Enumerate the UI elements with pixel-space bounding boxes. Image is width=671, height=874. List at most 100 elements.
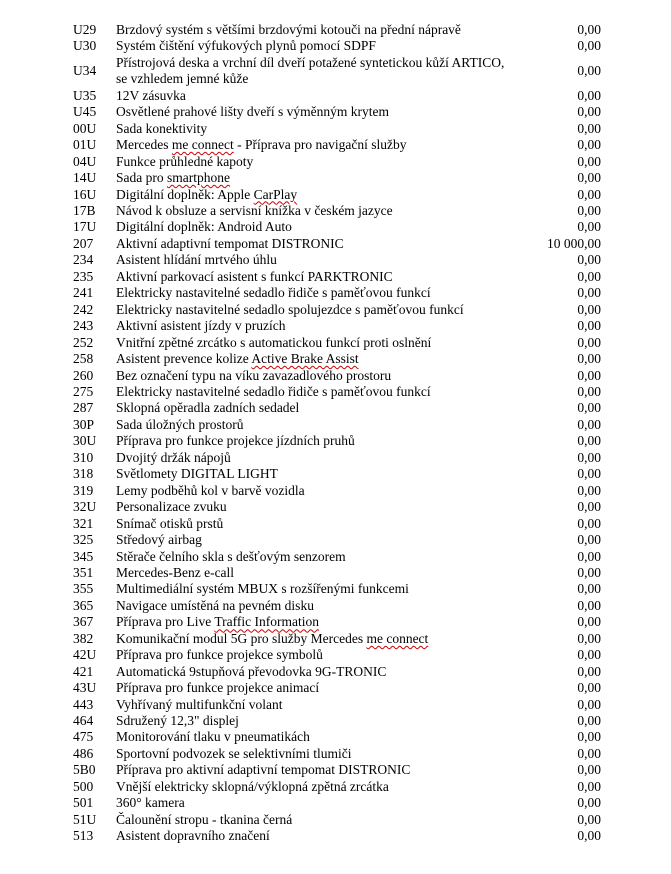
table-row: 325 Středový airbag 0,00 (73, 532, 601, 548)
table-row: U34 Přístrojová deska a vrchní díl dveří … (73, 55, 601, 88)
option-code: 51U (73, 811, 97, 827)
table-row: 351 Mercedes-Benz e-call 0,00 (73, 565, 601, 581)
misspelled-word: smartphone (167, 170, 230, 186)
option-description: Monitorování tlaku v pneumatikách (116, 729, 528, 745)
option-description: Komunikační modul 5G pro služby Mercedes… (116, 631, 528, 647)
option-description: Příprava pro aktivní adaptivní tempomat … (116, 762, 528, 778)
option-code: 42U (73, 647, 97, 663)
option-description: 12V zásuvka (116, 88, 528, 104)
option-code: 43U (73, 680, 97, 696)
description-text: Světlomety DIGITAL LIGHT (116, 466, 278, 482)
option-description: Sportovní podvozek se selektivními tlumi… (116, 746, 528, 762)
table-row: 241 Elektricky nastavitelné sedadlo řidič… (73, 285, 601, 301)
option-price: 0,00 (577, 713, 601, 729)
option-description: Mercedes-Benz e-call (116, 565, 528, 581)
option-code: 14U (73, 170, 97, 186)
misspelled-word: me connect (171, 137, 234, 153)
table-row: 287 Sklopná opěradla zadních sedadel 0,00 (73, 400, 601, 416)
option-description: Lemy podběhů kol v barvě vozidla (116, 483, 528, 499)
option-code: 351 (73, 564, 94, 580)
option-price: 0,00 (577, 564, 601, 580)
option-price: 0,00 (577, 268, 601, 284)
description-text: Automatická 9stupňová převodovka 9G-TRON… (116, 663, 387, 679)
option-price: 10 000,00 (547, 235, 601, 251)
option-code: 486 (73, 745, 94, 761)
option-description: Příprava pro funkce projekce symbolů (116, 647, 528, 663)
table-row: 345 Stěrače čelního skla s dešťovým senzo… (73, 549, 601, 565)
option-code: 513 (73, 828, 94, 844)
misspelled-word: me connect (366, 630, 429, 646)
description-text: Čalounění stropu - tkanina černá (116, 811, 293, 827)
description-text: Asistent dopravního značení (116, 828, 270, 844)
option-description: Asistent hlídání mrtvého úhlu (116, 252, 528, 268)
option-code: 501 (73, 795, 94, 811)
description-text: Digitální doplněk: Android Auto (116, 219, 292, 235)
option-price: 0,00 (577, 449, 601, 465)
option-description: Sada konektivity (116, 121, 528, 137)
option-price: 0,00 (577, 285, 601, 301)
option-code: 17B (73, 202, 96, 218)
option-price: 0,00 (577, 630, 601, 646)
option-description: Systém čištění výfukových plynů pomocí S… (116, 38, 528, 54)
option-price: 0,00 (577, 729, 601, 745)
description-text: Přístrojová deska a vrchní díl dveří pot… (116, 54, 505, 87)
description-text: Brzdový systém s většími brzdovými kotou… (116, 22, 461, 37)
option-description: Sklopná opěradla zadních sedadel (116, 400, 528, 416)
table-row: 17U Digitální doplněk: Android Auto 0,00 (73, 219, 601, 235)
table-row: 252 Vnitřní zpětné zrcátko s automatickou… (73, 335, 601, 351)
table-row: 234 Asistent hlídání mrtvého úhlu 0,00 (73, 252, 601, 268)
option-code: U30 (73, 38, 97, 54)
option-price: 0,00 (577, 614, 601, 630)
table-row: 01U Mercedes me connect - Příprava pro na… (73, 137, 601, 153)
option-description: Stěrače čelního skla s dešťovým senzorem (116, 549, 528, 565)
option-price: 0,00 (577, 581, 601, 597)
option-code: 01U (73, 137, 97, 153)
description-text: Navigace umístěná na pevném disku (116, 597, 314, 613)
description-text: Sportovní podvozek se selektivními tlumi… (116, 745, 352, 761)
option-price: 0,00 (577, 466, 601, 482)
option-price: 0,00 (577, 482, 601, 498)
option-price: 0,00 (577, 762, 601, 778)
description-text: 360° kamera (116, 795, 185, 811)
option-description: Aktivní asistent jízdy v pruzích (116, 318, 528, 334)
option-code: 00U (73, 120, 97, 136)
option-code: 30P (73, 416, 95, 432)
table-row: U29 Brzdový systém s většími brzdovými ko… (73, 22, 601, 38)
table-row: 32U Personalizace zvuku 0,00 (73, 499, 601, 515)
option-code: 287 (73, 400, 94, 416)
description-text: Osvětlené prahové lišty dveří s výměnným… (116, 104, 389, 120)
option-price: 0,00 (577, 252, 601, 268)
description-text: Personalizace zvuku (116, 499, 227, 515)
option-description: Multimediální systém MBUX s rozšířenými … (116, 581, 528, 597)
description-text: Multimediální systém MBUX s rozšířenými … (116, 581, 409, 597)
option-description: Personalizace zvuku (116, 499, 528, 515)
table-row: 318 Světlomety DIGITAL LIGHT 0,00 (73, 466, 601, 482)
option-price: 0,00 (577, 795, 601, 811)
option-code: 365 (73, 597, 94, 613)
table-row: 00U Sada konektivity 0,00 (73, 121, 601, 137)
description-text: Příprava pro funkce projekce animací (116, 680, 320, 696)
option-price: 0,00 (577, 301, 601, 317)
option-code: 16U (73, 186, 97, 202)
option-price: 0,00 (577, 680, 601, 696)
description-text: Sada pro (116, 170, 167, 186)
description-text: Vyhřívaný multifunkční volant (116, 696, 283, 712)
table-row: U35 12V zásuvka 0,00 (73, 88, 601, 104)
option-description: 360° kamera (116, 795, 528, 811)
option-price: 0,00 (577, 778, 601, 794)
description-text: Mercedes (116, 137, 172, 153)
description-text: Sada konektivity (116, 120, 208, 136)
table-row: 17B Návod k obsluze a servisní knížka v č… (73, 203, 601, 219)
table-row: 421 Automatická 9stupňová převodovka 9G-T… (73, 664, 601, 680)
table-row: 51U Čalounění stropu - tkanina černá 0,00 (73, 812, 601, 828)
table-row: 14U Sada pro smartphone 0,00 (73, 170, 601, 186)
table-row: 367 Příprava pro Live Traffic Information… (73, 614, 601, 630)
option-description: Sada pro smartphone (116, 170, 528, 186)
option-code: 325 (73, 532, 94, 548)
table-row: 486 Sportovní podvozek se selektivními tl… (73, 746, 601, 762)
option-price: 0,00 (577, 219, 601, 235)
option-price: 0,00 (577, 745, 601, 761)
option-description: Funkce průhledné kapoty (116, 154, 528, 170)
misspelled-word: Traffic Information (214, 614, 319, 630)
table-row: 30P Sada úložných prostorů 0,00 (73, 417, 601, 433)
